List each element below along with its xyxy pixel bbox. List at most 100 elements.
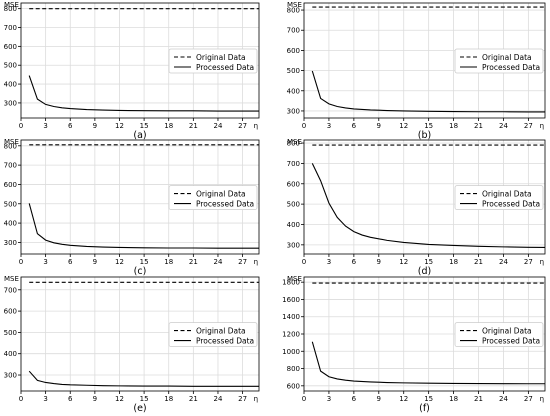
x-tick-label: 18: [164, 122, 173, 130]
x-tick-label: 27: [524, 258, 533, 266]
x-tick-label: 21: [474, 122, 483, 130]
series-processed-line: [311, 70, 545, 113]
x-tick-label: 0: [19, 395, 23, 403]
x-tick-label: 6: [352, 395, 357, 403]
x-tick-label: 21: [189, 122, 198, 130]
y-tick-label: 800: [4, 142, 17, 150]
x-tick-label: 0: [302, 258, 306, 266]
x-axis-label: η: [254, 258, 258, 266]
x-tick-label: 3: [327, 122, 331, 130]
x-tick-label: 9: [377, 122, 381, 130]
x-tick-label: 27: [524, 122, 533, 130]
y-tick-label: 800: [287, 140, 300, 148]
y-tick-label: 500: [287, 67, 300, 75]
x-tick-label: 9: [93, 395, 97, 403]
y-tick-label: 500: [4, 200, 17, 208]
chart-panel-e: 0 3 6 9 12 15 18 21 24 27 300 400 500 600 700 MSE η Origi…: [4, 275, 260, 414]
x-tick-label: 27: [238, 395, 247, 403]
x-tick-label: 12: [115, 258, 124, 266]
legend-label: Processed Data: [482, 63, 540, 72]
x-tick-label: 18: [164, 258, 173, 266]
x-axis-label: η: [254, 395, 258, 403]
plot-frame: [20, 276, 260, 392]
legend-label: Processed Data: [196, 337, 254, 346]
y-tick-label: 400: [4, 350, 17, 358]
x-axis-label: η: [254, 122, 258, 130]
legend-label: Original Data: [482, 327, 532, 336]
x-tick-label: 15: [424, 395, 433, 403]
x-tick-label: 0: [19, 122, 23, 130]
y-tick-label: 300: [4, 372, 17, 380]
x-tick-label: 6: [352, 122, 357, 130]
x-tick-label: 3: [43, 122, 47, 130]
x-tick-label: 12: [115, 122, 124, 130]
y-tick-label: 800: [287, 365, 300, 373]
y-tick-label: 300: [4, 99, 17, 107]
x-tick-label: 15: [424, 122, 433, 130]
x-tick-label: 9: [377, 395, 381, 403]
y-tick-label: 300: [287, 241, 300, 249]
y-tick-label: 400: [4, 81, 17, 89]
x-tick-label: 0: [302, 395, 306, 403]
y-tick-label: 800: [4, 5, 17, 13]
legend-label: Original Data: [196, 53, 246, 62]
x-tick-label: 6: [68, 395, 73, 403]
x-tick-label: 15: [140, 122, 149, 130]
x-tick-label: 3: [43, 395, 47, 403]
panel-label: (f): [419, 403, 430, 414]
x-tick-label: 15: [424, 258, 433, 266]
x-tick-label: 3: [43, 258, 47, 266]
y-tick-label: 1800: [282, 279, 300, 287]
y-tick-label: 500: [4, 62, 17, 70]
plot-frame: [303, 139, 546, 255]
legend-label: Original Data: [196, 327, 246, 336]
x-axis-label: η: [540, 122, 544, 130]
x-tick-label: 9: [93, 122, 97, 130]
x-tick-label: 12: [115, 395, 124, 403]
x-tick-label: 21: [474, 258, 483, 266]
legend-label: Processed Data: [196, 200, 254, 209]
x-tick-label: 12: [399, 395, 408, 403]
y-axis-label: MSE: [287, 275, 302, 283]
panel-label: (e): [133, 403, 146, 414]
y-tick-label: 700: [4, 162, 17, 170]
legend-label: Processed Data: [196, 63, 254, 72]
y-axis-label: MSE: [287, 1, 302, 9]
plot-frame: [20, 2, 260, 119]
y-tick-label: 300: [287, 107, 300, 115]
y-tick-label: 600: [4, 308, 17, 316]
x-tick-label: 12: [399, 122, 408, 130]
x-tick-label: 24: [499, 258, 508, 266]
x-tick-label: 15: [140, 395, 149, 403]
x-tick-label: 6: [68, 122, 73, 130]
panel-label: (c): [134, 266, 147, 277]
series-processed-line: [28, 75, 259, 112]
x-tick-label: 9: [93, 258, 97, 266]
y-axis-label: MSE: [4, 1, 19, 9]
y-tick-label: 700: [287, 160, 300, 168]
x-tick-label: 18: [449, 395, 458, 403]
y-tick-label: 400: [4, 220, 17, 228]
x-tick-label: 18: [449, 122, 458, 130]
x-tick-label: 9: [377, 258, 381, 266]
y-tick-label: 600: [4, 43, 17, 51]
y-tick-label: 600: [4, 181, 17, 189]
x-axis-label: η: [540, 258, 544, 266]
legend-label: Original Data: [482, 53, 532, 62]
y-axis-label: MSE: [4, 275, 19, 283]
x-tick-label: 6: [68, 258, 73, 266]
x-tick-label: 3: [327, 395, 331, 403]
panel-label: (b): [418, 130, 431, 141]
x-tick-label: 6: [352, 258, 357, 266]
x-tick-label: 27: [524, 395, 533, 403]
x-tick-label: 3: [327, 258, 331, 266]
legend-label: Original Data: [196, 190, 246, 199]
legend-label: Original Data: [482, 190, 532, 199]
legend-label: Processed Data: [482, 200, 540, 209]
y-tick-label: 1600: [282, 296, 300, 304]
plot-frame: [303, 2, 546, 119]
y-tick-label: 500: [287, 201, 300, 209]
